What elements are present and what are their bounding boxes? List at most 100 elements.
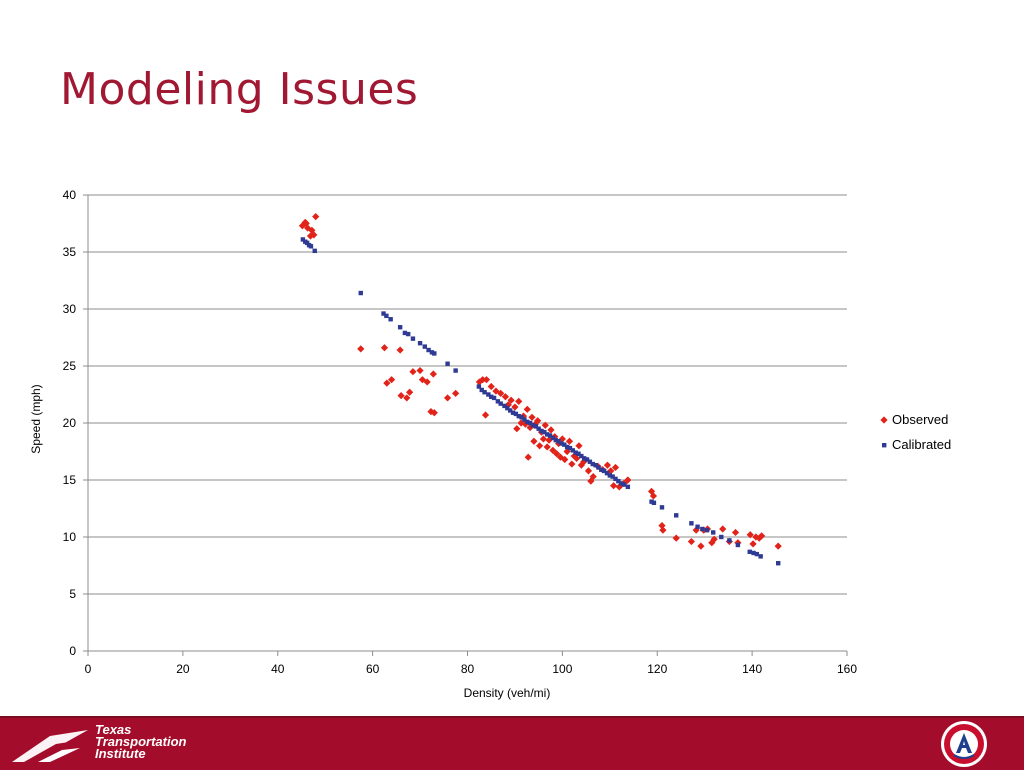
data-point-observed — [752, 533, 760, 541]
data-point-calibrated — [618, 481, 624, 486]
data-point-calibrated — [516, 413, 521, 419]
data-point-observed — [423, 378, 431, 386]
data-point-calibrated — [406, 331, 411, 337]
data-point-calibrated — [495, 399, 501, 404]
data-point-observed — [515, 397, 523, 405]
data-point-observed — [758, 532, 766, 540]
data-point-calibrated — [553, 437, 558, 443]
data-point-observed — [427, 408, 435, 416]
x-tick-label: 80 — [461, 662, 475, 676]
data-point-observed — [534, 417, 542, 425]
data-point-observed — [416, 366, 424, 375]
data-point-calibrated — [550, 435, 556, 441]
data-point-calibrated — [613, 476, 618, 482]
x-tick-label: 60 — [366, 662, 380, 676]
data-point-observed — [312, 213, 320, 221]
data-point-observed — [513, 425, 521, 433]
data-point-observed — [556, 453, 565, 461]
data-point-observed — [452, 389, 460, 397]
data-point-calibrated — [674, 513, 679, 518]
data-point-observed — [539, 435, 547, 443]
data-point-calibrated — [530, 423, 536, 428]
chart-legend: Observed Calibrated — [880, 412, 951, 452]
data-point-calibrated — [616, 478, 621, 484]
data-point-calibrated — [610, 474, 615, 479]
data-point-calibrated — [695, 524, 700, 529]
data-point-observed — [536, 442, 544, 450]
data-point-calibrated — [510, 410, 516, 415]
data-point-observed — [731, 528, 740, 537]
data-point-calibrated — [426, 347, 431, 353]
data-point-calibrated — [312, 248, 317, 254]
data-point-observed — [308, 226, 316, 234]
data-point-observed — [497, 389, 505, 397]
data-point-calibrated — [384, 313, 389, 319]
data-point-observed — [577, 461, 585, 469]
data-point-calibrated — [482, 390, 487, 395]
data-point-observed — [553, 450, 561, 458]
scatter-chart: 0 5 10 15 20 25 30 35 40 0 20 40 60 80 100 120 140 160 De… — [29, 188, 951, 700]
legend-item-calibrated: Calibrated — [882, 437, 951, 452]
data-point-observed — [647, 487, 656, 495]
data-point-observed — [507, 396, 515, 404]
data-point-calibrated — [587, 459, 593, 464]
data-point-observed — [610, 482, 618, 490]
tti-line-3: Institute — [95, 746, 146, 761]
data-point-observed — [558, 435, 566, 443]
data-point-calibrated — [453, 368, 458, 373]
x-tick-label: 40 — [271, 662, 285, 676]
y-axis-label: Speed (mph) — [29, 384, 43, 453]
data-point-calibrated — [621, 482, 627, 487]
data-point-observed — [755, 534, 763, 542]
data-point-calibrated — [579, 453, 584, 459]
axes — [83, 194, 848, 656]
data-point-calibrated — [570, 448, 576, 453]
data-point-calibrated — [525, 419, 530, 425]
data-point-calibrated — [486, 392, 491, 397]
data-point-observed — [575, 442, 583, 450]
data-point-calibrated — [607, 473, 613, 478]
data-point-observed — [659, 526, 667, 534]
data-point-observed — [774, 542, 782, 550]
data-point-calibrated — [604, 470, 610, 476]
data-point-observed — [687, 537, 696, 546]
data-point-calibrated — [659, 505, 665, 510]
data-point-observed — [504, 401, 512, 409]
data-point-observed — [697, 542, 705, 550]
data-point-observed — [523, 405, 531, 413]
data-point-observed — [511, 403, 519, 411]
data-point-observed — [479, 376, 487, 384]
data-point-calibrated — [776, 561, 781, 566]
data-point-observed — [396, 346, 404, 354]
x-tick-label: 100 — [552, 662, 572, 676]
tti-swoosh-icon — [12, 730, 88, 762]
data-point-calibrated — [754, 551, 760, 557]
legend-label-observed: Observed — [892, 412, 948, 427]
data-point-observed — [749, 540, 757, 548]
data-point-calibrated — [576, 451, 581, 456]
data-point-calibrated — [625, 484, 631, 490]
data-point-observed — [397, 392, 405, 400]
data-point-observed — [565, 437, 574, 445]
data-point-observed — [501, 393, 510, 401]
legend-item-observed: Observed — [880, 412, 948, 427]
data-point-calibrated — [539, 428, 544, 434]
data-point-observed — [409, 368, 417, 376]
data-point-calibrated — [476, 384, 482, 389]
x-tick-label: 120 — [647, 662, 667, 676]
data-point-calibrated — [358, 290, 363, 296]
x-axis-label: Density (veh/mi) — [464, 686, 551, 700]
data-point-observed — [549, 446, 557, 454]
data-point-calibrated — [711, 530, 716, 535]
y-tick-label: 25 — [63, 359, 77, 373]
gridlines — [88, 194, 847, 595]
data-point-observed — [611, 463, 620, 472]
data-point-calibrated — [596, 465, 601, 470]
x-tick-label: 160 — [837, 662, 857, 676]
data-point-observed — [710, 535, 718, 543]
data-point-observed — [526, 423, 534, 432]
data-point-calibrated — [689, 521, 694, 526]
data-point-observed — [310, 231, 318, 239]
data-point-calibrated — [590, 461, 595, 467]
data-point-calibrated — [422, 344, 428, 349]
